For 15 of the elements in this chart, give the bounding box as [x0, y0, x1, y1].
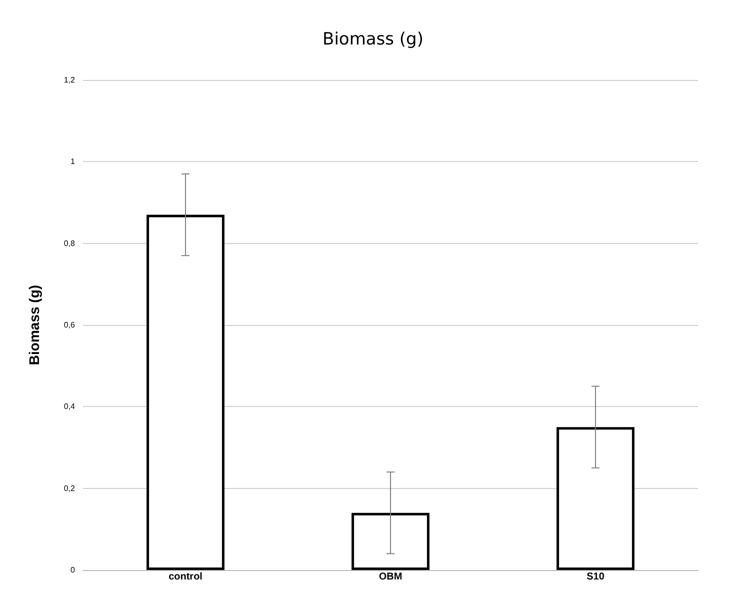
- bar: [146, 214, 224, 570]
- x-tick-label: control: [168, 572, 203, 582]
- y-tick-label: 1,2: [64, 76, 76, 84]
- y-tick-label: 0,6: [64, 320, 76, 330]
- y-tick-label: 0,4: [64, 402, 76, 412]
- y-tick-label: 0: [70, 566, 76, 574]
- y-tick-label: 0,2: [64, 484, 76, 493]
- x-tick-label: OBM: [378, 572, 402, 582]
- y-tick-label: 1: [70, 157, 76, 166]
- chart-title: Biomass (g): [322, 30, 424, 50]
- bar: [556, 427, 634, 570]
- bar: [352, 512, 430, 570]
- y-axis-title: Biomass (g): [26, 284, 42, 366]
- x-tick-label: S10: [586, 572, 605, 582]
- y-tick-label: 0,8: [64, 238, 76, 248]
